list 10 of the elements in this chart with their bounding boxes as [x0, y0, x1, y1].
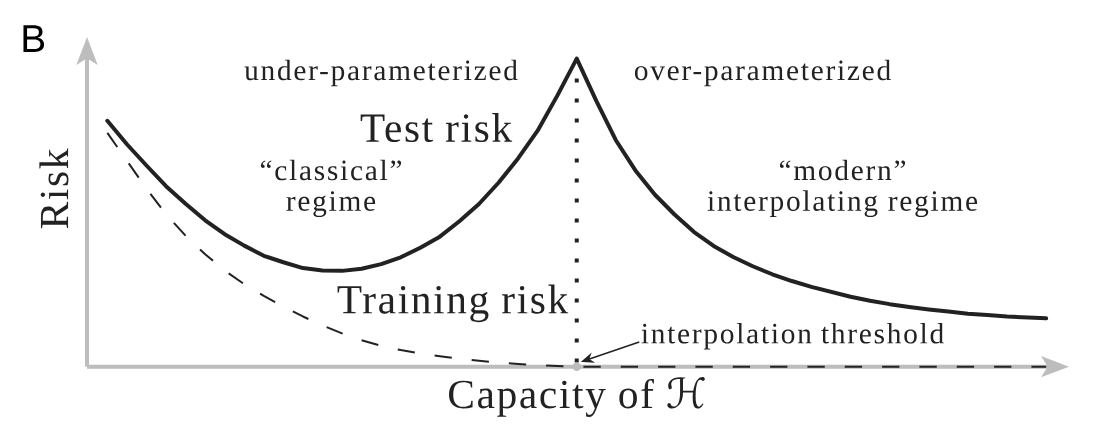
- series-label: Test risk: [360, 113, 513, 143]
- series-label: Training risk: [337, 284, 569, 323]
- chart-title: B: [23, 25, 45, 52]
- annotation: under-parameterized: [244, 59, 518, 87]
- annotation: over-parameterized: [634, 59, 891, 87]
- annotation: interpolation threshold: [641, 322, 944, 350]
- y-axis-title: Risk: [39, 148, 69, 229]
- annotation: “classical” regime: [260, 159, 402, 217]
- x-axis-title: Capacity of ℋ: [449, 377, 705, 417]
- annotation: “modern” interpolating regime: [707, 159, 978, 217]
